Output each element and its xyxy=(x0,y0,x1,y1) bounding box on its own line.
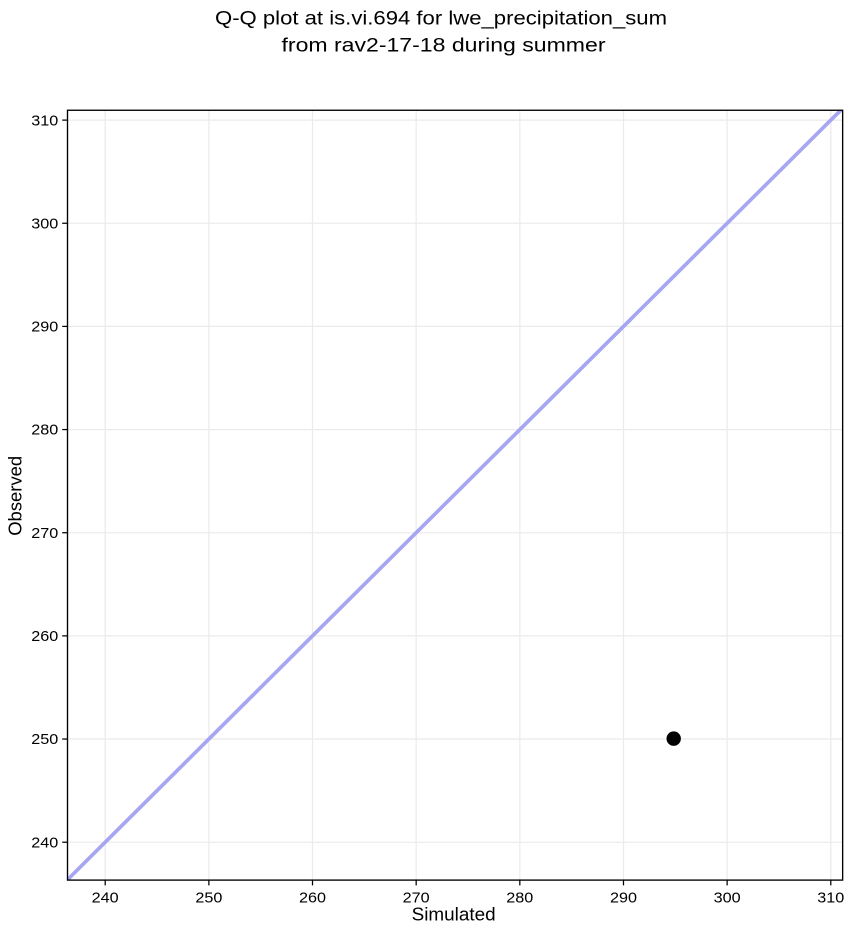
svg-text:from rav2-17-18 during summer: from rav2-17-18 during summer xyxy=(282,35,607,56)
svg-text:310: 310 xyxy=(31,112,58,129)
svg-text:270: 270 xyxy=(31,525,58,542)
svg-text:290: 290 xyxy=(610,890,637,907)
svg-text:240: 240 xyxy=(31,834,58,851)
svg-text:280: 280 xyxy=(31,422,58,439)
svg-text:250: 250 xyxy=(195,890,222,907)
svg-text:260: 260 xyxy=(31,628,58,645)
svg-text:240: 240 xyxy=(92,890,119,907)
svg-text:290: 290 xyxy=(31,319,58,336)
svg-text:300: 300 xyxy=(714,890,741,907)
svg-text:270: 270 xyxy=(403,890,430,907)
svg-text:300: 300 xyxy=(31,215,58,232)
svg-text:Q-Q plot at is.vi.694 for lwe_: Q-Q plot at is.vi.694 for lwe_precipitat… xyxy=(215,8,667,29)
svg-text:Observed: Observed xyxy=(5,456,26,536)
svg-text:Simulated: Simulated xyxy=(412,904,496,925)
svg-text:250: 250 xyxy=(31,731,58,748)
svg-text:310: 310 xyxy=(817,890,844,907)
svg-text:280: 280 xyxy=(506,890,533,907)
svg-text:260: 260 xyxy=(299,890,326,907)
